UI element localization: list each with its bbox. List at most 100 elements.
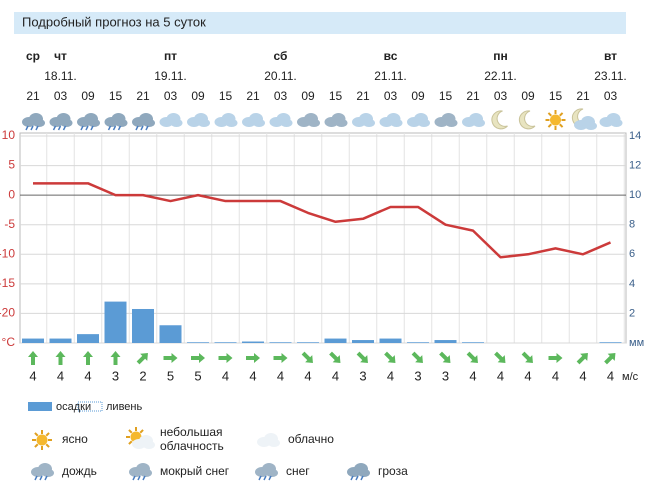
arrow (604, 353, 616, 365)
weather-icon (104, 113, 128, 131)
arrow (411, 351, 423, 363)
day-label: пт (164, 49, 177, 63)
wind-arrow (576, 353, 588, 365)
y2-tick-label: 10 (629, 189, 641, 201)
weather-icon (187, 113, 210, 127)
y-tick-label: -10 (0, 246, 15, 260)
wind-speed: 3 (359, 368, 366, 383)
hour-label: 03 (164, 89, 178, 103)
wind-speed: 4 (57, 368, 64, 383)
wind-speed: 4 (332, 368, 339, 383)
hour-label: 03 (384, 89, 398, 103)
hour-label: 03 (54, 89, 68, 103)
rain (39, 475, 43, 481)
cloud (143, 441, 155, 449)
hour-label: 09 (81, 89, 95, 103)
wind-arrow (28, 351, 38, 365)
arrow (329, 351, 341, 363)
sun-ray (139, 429, 144, 434)
arrow (548, 353, 563, 363)
wind-speed: 4 (249, 368, 256, 383)
wind-speed: 5 (194, 368, 201, 383)
arrow (136, 353, 148, 365)
rain (117, 125, 122, 131)
weather-icon (599, 113, 623, 127)
cloud (143, 119, 155, 127)
cloud (363, 119, 375, 127)
wind-speed: 4 (469, 368, 476, 383)
cloud (473, 119, 485, 127)
wind-arrow (110, 351, 121, 365)
date-label: 21.11. (374, 69, 406, 83)
wind-arrow (604, 353, 616, 365)
sun (36, 434, 48, 446)
arrow (384, 351, 396, 363)
cloud (253, 119, 265, 127)
wind-arrow (439, 351, 451, 363)
wind-speed: 5 (167, 368, 174, 383)
weather-icon (132, 113, 155, 131)
wind-arrow (411, 351, 423, 363)
precip-bar (462, 342, 484, 343)
legend-label: ливень (106, 401, 142, 413)
rain (137, 475, 141, 481)
wind-arrow (83, 351, 93, 365)
weather-icon (269, 113, 293, 127)
hour-label: 15 (439, 89, 453, 103)
moon (518, 110, 536, 130)
y2-tick-label: 6 (629, 248, 635, 260)
legend-label: гроза (378, 464, 408, 478)
cloud (358, 469, 370, 477)
wind-arrow (218, 353, 233, 363)
day-label: ср (26, 49, 40, 63)
rain (52, 125, 57, 131)
hour-label: 03 (274, 89, 288, 103)
arrow (521, 351, 533, 363)
rain (25, 125, 29, 131)
arrow (273, 353, 288, 363)
day-label: сб (274, 49, 288, 63)
y-tick-label: 10 (2, 128, 16, 142)
hour-label: 21 (356, 89, 370, 103)
sun-ray (559, 123, 564, 128)
precip-bar (159, 325, 182, 343)
rain (44, 475, 48, 481)
precip-bar (297, 342, 319, 343)
arrow (494, 351, 506, 363)
hour-label: 03 (494, 89, 508, 103)
hour-label: 09 (411, 89, 425, 103)
rain (263, 475, 267, 481)
date-label: 23.11. (594, 69, 626, 83)
weather-icon (159, 113, 183, 127)
hour-label: 15 (329, 89, 343, 103)
day-label: вс (384, 49, 398, 63)
weather-icon (462, 113, 485, 127)
day-label: вт (604, 49, 617, 63)
arrow (83, 351, 93, 365)
date-label: 20.11. (264, 69, 296, 83)
hour-label: 09 (301, 89, 315, 103)
hour-label: 09 (191, 89, 205, 103)
rain (350, 475, 354, 481)
wind-arrow (384, 351, 396, 363)
sun-ray (559, 112, 564, 117)
legend-icon (31, 463, 54, 481)
y2-tick-label: 8 (629, 219, 635, 231)
precip-bar (132, 308, 154, 343)
wind-speed: 4 (607, 368, 614, 383)
rain (135, 125, 139, 131)
wind-arrow (329, 351, 341, 363)
wind-speed: 4 (304, 368, 311, 383)
wind-arrow (301, 351, 313, 363)
rain (112, 125, 117, 131)
precip-bar (214, 342, 237, 343)
y2-tick-label: 4 (629, 278, 635, 290)
precip-bar (269, 342, 292, 343)
legend-icon (126, 427, 155, 449)
cloud (268, 439, 280, 447)
legend-label: осадки (56, 401, 91, 413)
cloud (198, 119, 210, 127)
wind-speed: 4 (277, 368, 284, 383)
legend-label: мокрый снег (160, 464, 230, 478)
